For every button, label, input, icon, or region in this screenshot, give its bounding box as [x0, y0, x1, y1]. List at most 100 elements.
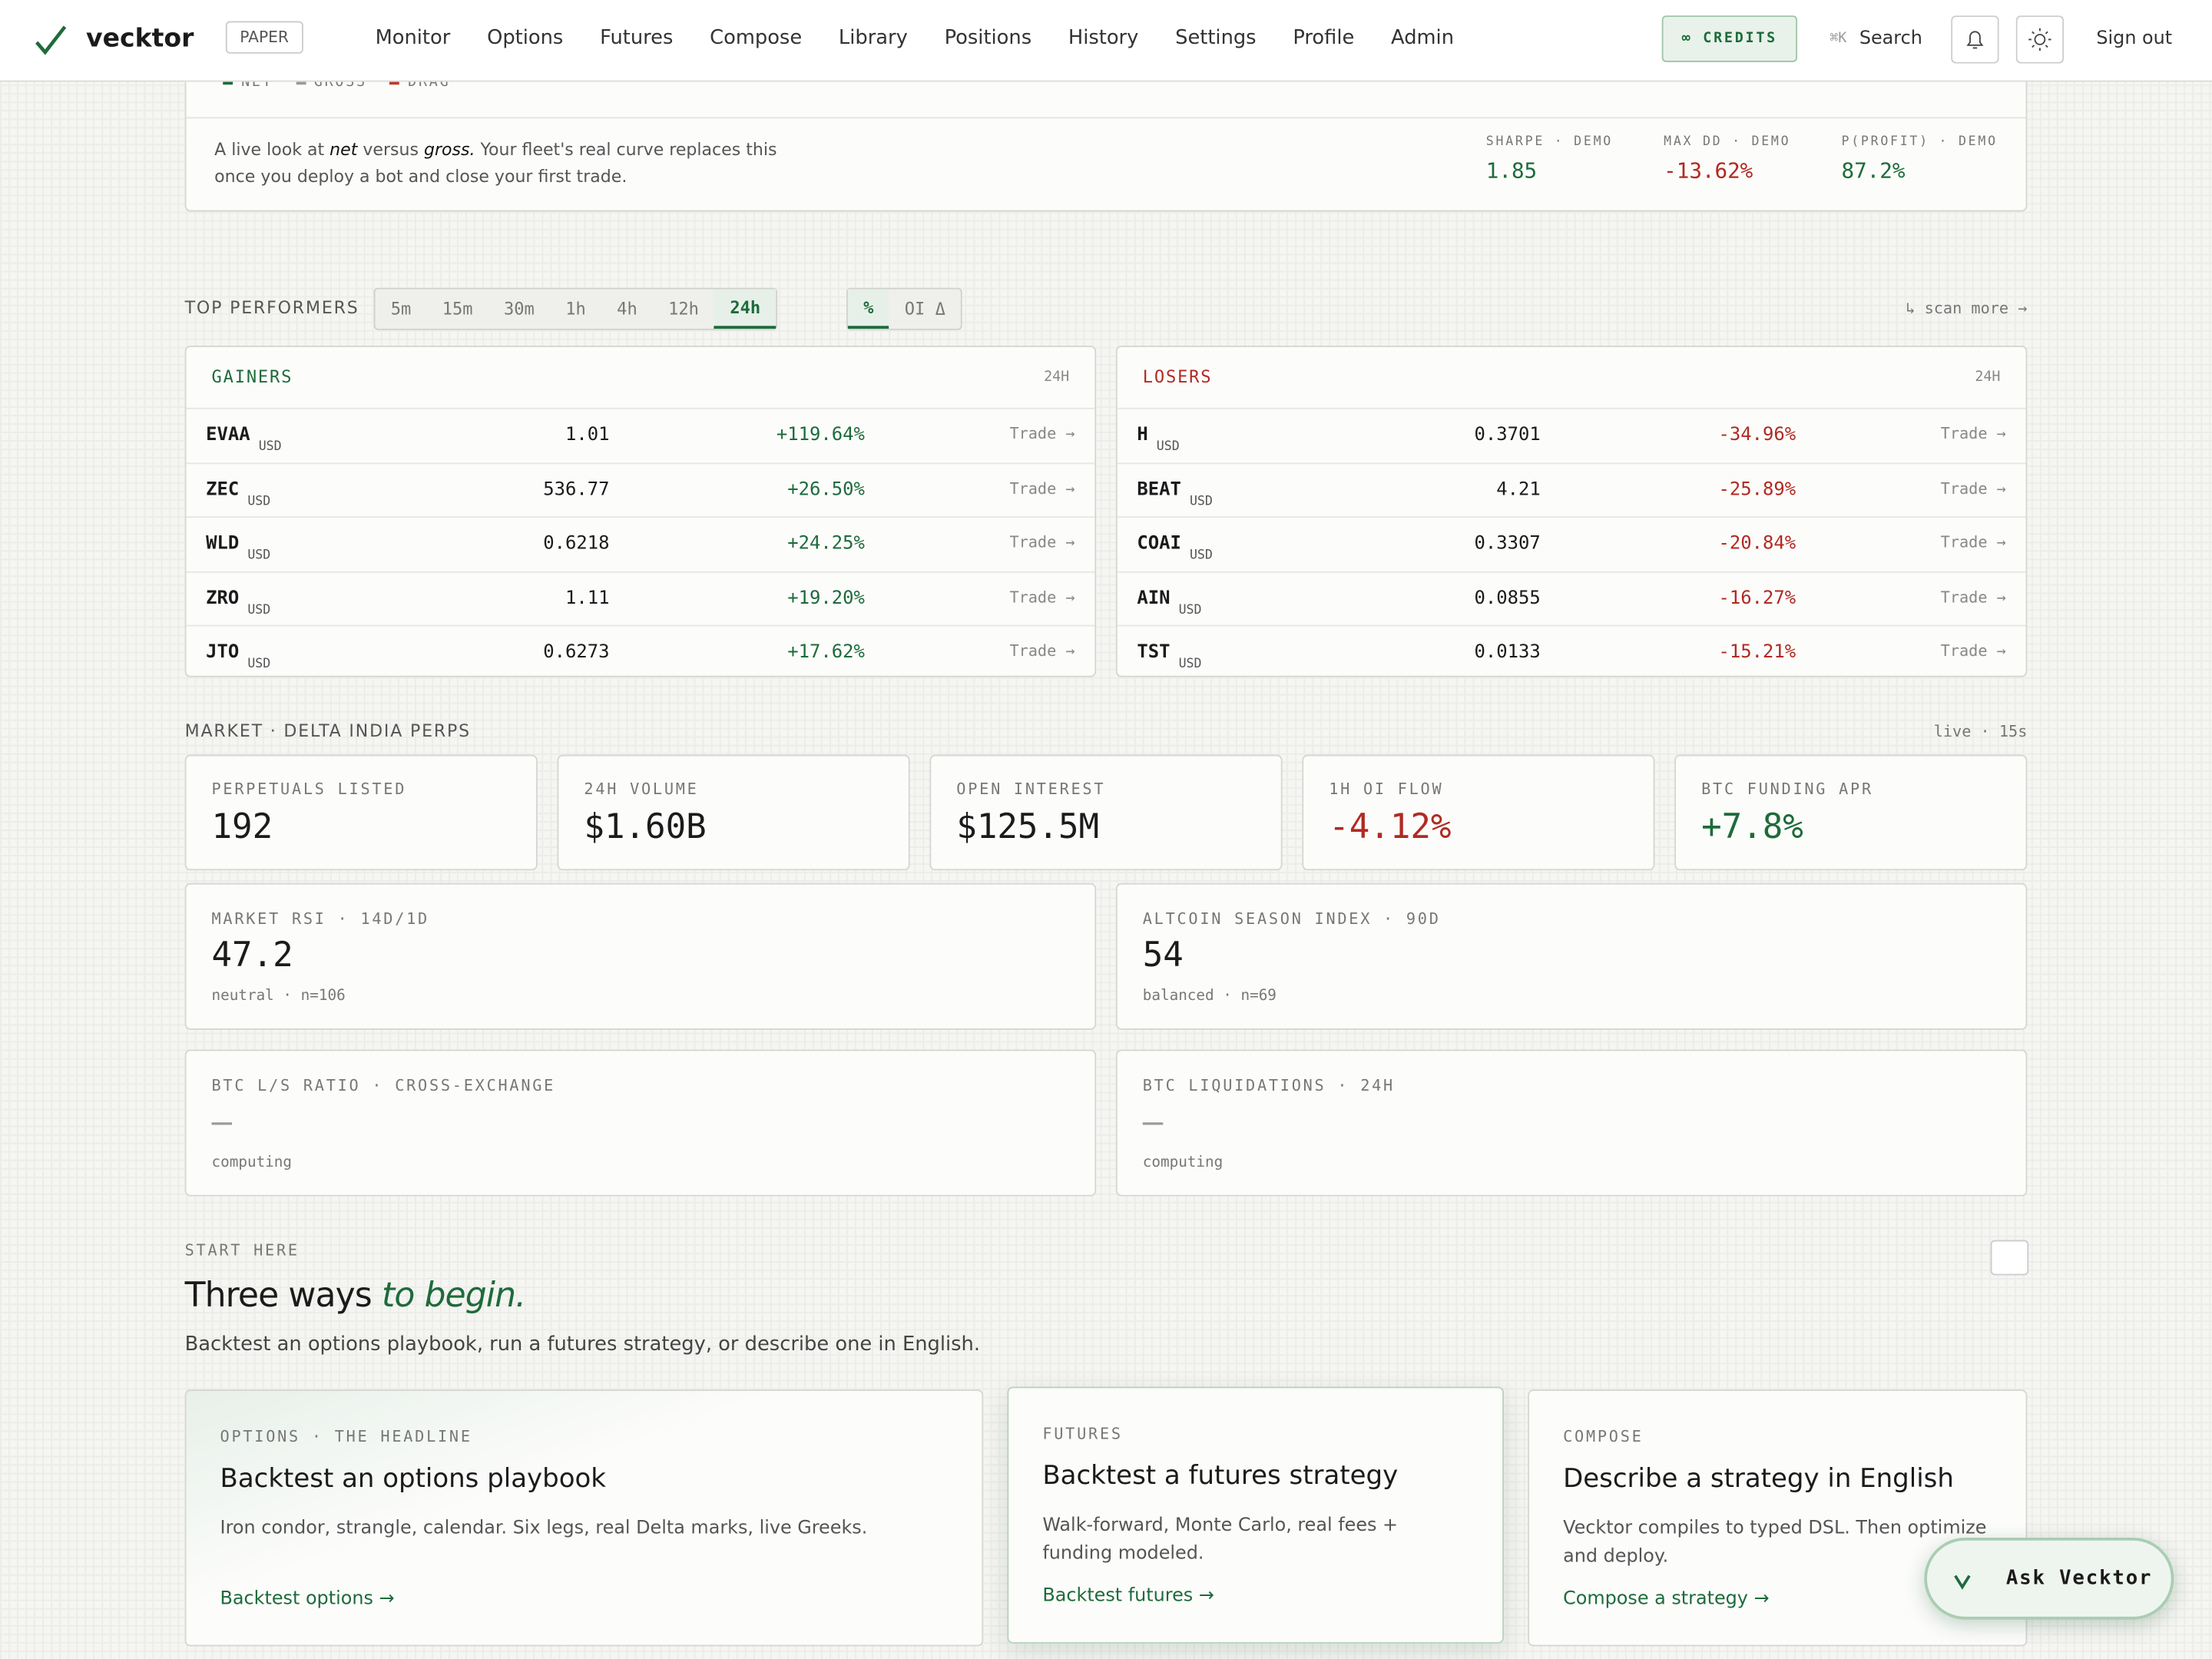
logo-icon: [35, 25, 67, 55]
search-shortcut: ⌘K: [1830, 31, 1847, 47]
description: A live look at net versus gross. Your fl…: [214, 137, 806, 190]
symbol: COAI: [1137, 533, 1181, 555]
nav-link[interactable]: Profile: [1293, 26, 1355, 50]
symbol-cell: EVAA USD: [206, 424, 281, 455]
symbol-cell: ZEC USD: [206, 478, 270, 509]
stat-label: OPEN INTEREST: [956, 780, 1106, 799]
symbol-cell: AIN USD: [1137, 588, 1201, 618]
timeframe-option[interactable]: 4h: [617, 299, 637, 320]
mode-selector: % OI Δ: [846, 287, 962, 330]
change: -20.84%: [1718, 533, 1796, 555]
nav-link[interactable]: Futures: [600, 26, 674, 50]
indicator-card: MARKET RSI · 14D/1D 47.2 neutral · n=106: [184, 882, 1097, 1030]
quote-currency: USD: [1178, 657, 1202, 672]
change: +17.62%: [787, 641, 865, 664]
timeframe-option[interactable]: 12h: [668, 299, 699, 320]
quote-currency: USD: [258, 440, 282, 455]
price: 0.6273: [543, 641, 610, 664]
search-button[interactable]: Search: [1859, 28, 1922, 50]
section-label: TOP PERFORMERS: [184, 297, 359, 318]
performers-table: GAINERS 24H EVAA USD 1.01 +119.64% Trade → ZEC U…: [184, 346, 1097, 680]
trade-link[interactable]: Trade →: [1009, 478, 1075, 498]
sign-out[interactable]: Sign out: [2096, 28, 2173, 50]
symbol: ZEC: [206, 478, 240, 501]
table-title: LOSERS: [1142, 366, 1213, 387]
timeframe-option[interactable]: 15m: [442, 299, 473, 320]
indicator-label: BTC LIQUIDATIONS · 24H: [1142, 1076, 1395, 1095]
quote-currency: USD: [247, 494, 271, 509]
table-title: GAINERS: [211, 366, 293, 387]
scan-more-link[interactable]: ↳ scan more →: [1906, 299, 2028, 318]
nav-link[interactable]: History: [1068, 26, 1139, 50]
trade-link[interactable]: Trade →: [1009, 533, 1075, 552]
nav-link[interactable]: Options: [487, 26, 564, 50]
title-accent: to begin.: [381, 1275, 526, 1315]
notifications-button[interactable]: [1951, 15, 1999, 64]
card-link[interactable]: Compose a strategy →: [1563, 1588, 1770, 1610]
table-row: WLD USD 0.6218 +24.25% Trade →: [186, 516, 1095, 571]
symbol: BEAT: [1137, 478, 1181, 501]
trade-link[interactable]: Trade →: [1940, 588, 2006, 606]
trade-link[interactable]: Trade →: [1940, 424, 2006, 443]
trade-link[interactable]: Trade →: [1009, 588, 1075, 606]
indicator-label: ALTCOIN SEASON INDEX · 90D: [1142, 909, 1441, 929]
nav-link[interactable]: Settings: [1175, 26, 1257, 50]
symbol: AIN: [1137, 588, 1171, 609]
change: -34.96%: [1718, 424, 1796, 446]
table-row: JTO USD 0.6273 +17.62% Trade →: [186, 624, 1095, 680]
indicator-note: computing: [211, 1154, 293, 1171]
ask-vecktor-button[interactable]: Ask Vecktor: [1924, 1538, 2174, 1620]
stat-label: P(PROFIT) · DEMO: [1841, 135, 1998, 150]
timeframe-option[interactable]: 1h: [565, 299, 586, 320]
trade-link[interactable]: Trade →: [1009, 424, 1075, 443]
indicator-note: neutral · n=106: [211, 987, 346, 1005]
card-eyebrow: FUTURES: [1042, 1425, 1123, 1443]
symbol: EVAA: [206, 424, 250, 446]
change: -16.27%: [1718, 588, 1796, 609]
quote-currency: USD: [1178, 603, 1202, 618]
stat-value: $1.60B: [584, 806, 707, 847]
nav-link[interactable]: Compose: [710, 26, 803, 50]
credits-button[interactable]: ∞ CREDITS: [1661, 15, 1798, 62]
theme-toggle[interactable]: [2015, 15, 2065, 64]
nav-link[interactable]: Positions: [944, 26, 1032, 50]
title-text: Three ways: [184, 1275, 373, 1315]
table-window: 24H: [1044, 369, 1070, 386]
mode-option[interactable]: OI Δ: [904, 299, 945, 320]
brand[interactable]: vecktor: [86, 24, 194, 54]
indicator-value: —: [1142, 1101, 1164, 1141]
timeframe-option[interactable]: 5m: [390, 299, 412, 320]
timeframe-option[interactable]: 24h: [714, 289, 777, 329]
demo-stat: MAX DD · DEMO -13.62%: [1664, 135, 1790, 183]
trade-link[interactable]: Trade →: [1940, 641, 2006, 661]
stat-value: -4.12%: [1329, 806, 1452, 847]
drag-handle[interactable]: [1990, 1240, 2029, 1276]
trade-link[interactable]: Trade →: [1940, 478, 2006, 498]
legend-swatch: [223, 81, 233, 84]
nav-link[interactable]: Admin: [1391, 26, 1455, 50]
nav-link[interactable]: Monitor: [375, 26, 451, 50]
trade-link[interactable]: Trade →: [1009, 641, 1075, 661]
card-link[interactable]: Backtest options →: [220, 1588, 395, 1610]
price: 0.3701: [1474, 424, 1541, 446]
description-text: A live look at: [214, 139, 330, 160]
start-card[interactable]: OPTIONS · THE HEADLINE Backtest an option…: [184, 1389, 984, 1647]
indicator-label: MARKET RSI · 14D/1D: [211, 909, 429, 929]
nav-link[interactable]: Library: [838, 26, 908, 50]
stat-label: 24H VOLUME: [584, 780, 699, 799]
table-row: TST USD 0.0133 -15.21% Trade →: [1117, 624, 2026, 680]
performers-table: LOSERS 24H H USD 0.3701 -34.96% Trade → BEAT USD…: [1115, 346, 2028, 680]
stat-card: OPEN INTEREST $125.5M: [929, 754, 1283, 871]
timeframe-option[interactable]: 30m: [503, 299, 535, 320]
top-nav: vecktor PAPER Monitor Options Futures Compo…: [0, 0, 2212, 82]
mode-option[interactable]: %: [847, 289, 889, 329]
market-status: live · 15s: [1933, 722, 2028, 741]
start-card[interactable]: FUTURES Backtest a futures strategy Walk-f…: [1007, 1386, 1504, 1644]
trade-link[interactable]: Trade →: [1940, 533, 2006, 552]
stat-label: BTC FUNDING APR: [1701, 780, 1873, 799]
card-link[interactable]: Backtest futures →: [1042, 1585, 1214, 1608]
card-eyebrow: OPTIONS · THE HEADLINE: [220, 1427, 472, 1446]
